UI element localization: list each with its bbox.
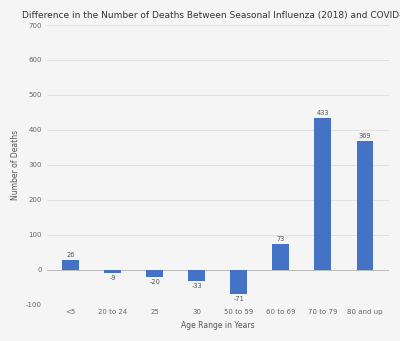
Text: -33: -33 — [191, 283, 202, 289]
Text: 369: 369 — [359, 133, 371, 138]
Text: 26: 26 — [66, 252, 75, 258]
Bar — [188, 269, 205, 281]
Text: 433: 433 — [317, 110, 329, 116]
Bar — [146, 269, 163, 277]
Y-axis label: Number of Deaths: Number of Deaths — [11, 130, 20, 200]
Bar — [62, 261, 79, 269]
Text: -20: -20 — [149, 279, 160, 285]
Text: -71: -71 — [233, 296, 244, 302]
X-axis label: Age Range in Years: Age Range in Years — [181, 321, 254, 330]
Text: -9: -9 — [109, 275, 116, 281]
Bar — [230, 269, 247, 294]
Bar — [314, 118, 331, 269]
Bar — [356, 141, 373, 269]
Bar — [272, 244, 289, 269]
Text: 73: 73 — [277, 236, 285, 242]
Title: Difference in the Number of Deaths Between Seasonal Influenza (2018) and COVID-1: Difference in the Number of Deaths Betwe… — [22, 11, 400, 20]
Bar — [104, 269, 121, 273]
